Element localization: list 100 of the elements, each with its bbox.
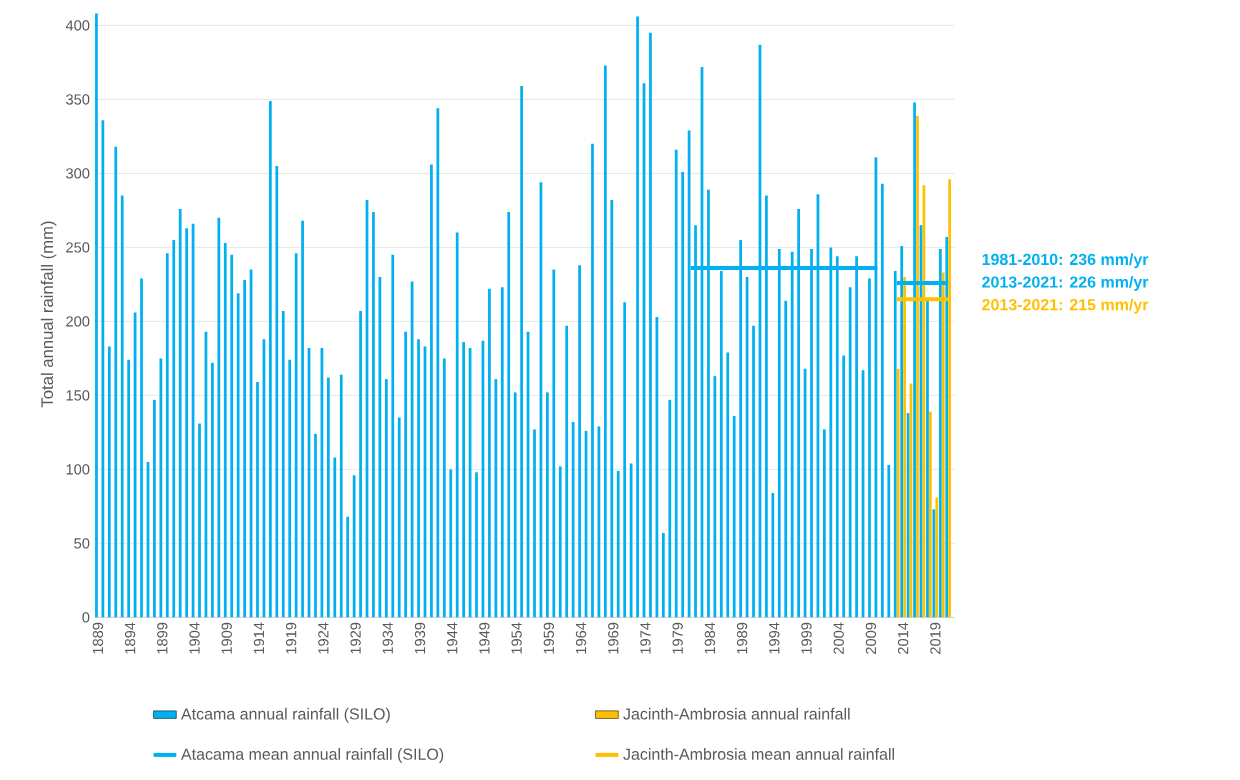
x-tick-label: 1944 [447,622,458,654]
bar [558,466,562,618]
bar [436,108,440,618]
bar [275,166,279,618]
x-tick-label: 1934 [382,622,393,654]
bar [178,208,182,618]
bar [571,422,575,618]
bar [726,352,730,618]
y-tick-label: 200 [66,316,90,327]
bar [668,399,672,618]
bar [868,278,871,618]
bar [880,183,884,618]
bar [488,288,491,618]
bar [928,411,932,618]
bar [430,164,433,618]
x-tick-label: 1929 [350,622,361,654]
bar [462,342,465,618]
bar [823,429,826,618]
bar [153,399,156,618]
bar [513,392,517,618]
x-tick-label: 1979 [672,622,683,654]
x-tick-label: 1904 [189,622,200,654]
legend-label: Atacama mean annual rainfall (SILO) [181,748,444,764]
x-tick-label: 2014 [897,622,909,654]
bar [243,279,246,618]
bar [887,464,891,618]
bar [326,377,330,618]
bar [520,86,523,618]
bar [449,469,453,618]
x-tick-label: 1994 [769,622,780,654]
bar [114,146,118,618]
bar [649,32,652,618]
bar [533,429,536,618]
bar [848,287,852,618]
bar [269,100,272,618]
bar [417,339,420,618]
bar [217,217,221,618]
x-tick-label: 1969 [608,622,619,654]
bar [546,392,549,618]
bar [140,278,143,618]
x-tick-label: 1989 [736,622,748,654]
bar [372,211,375,618]
bar [674,149,678,618]
bar [500,287,504,618]
x-tick-label: 1954 [511,622,522,654]
legend-label: Jacinth-Ambrosia annual rainfall [623,707,850,720]
bar [288,359,292,618]
bar [565,325,569,618]
y-axis-title: Total annual rainfall (mm) [40,221,57,408]
bar [211,362,214,618]
bar [442,358,446,618]
x-tick-label: 2019 [930,622,941,654]
bar [661,532,665,618]
bar [636,16,639,618]
x-tick-label: 1894 [124,622,136,654]
x-tick-label: 1959 [543,622,555,654]
bar [784,300,788,618]
bar [752,325,755,618]
bar [842,355,846,618]
bar [172,240,176,618]
bar [552,269,556,618]
bar [333,457,337,618]
bar [591,143,594,618]
bar [120,195,124,618]
y-tick-label: 250 [66,242,90,253]
y-tick-label: 400 [65,20,90,31]
bar [455,232,459,618]
y-tick-label: 150 [66,390,90,401]
bar [494,379,498,618]
text: 1981-2010: 236 mm/yr [982,253,1149,269]
bar [397,417,401,618]
bar [165,253,169,618]
x-tick-label: 1909 [221,622,232,654]
x-tick-label: 1919 [285,622,297,654]
legend-label: Atcama annual rainfall (SILO) [181,707,390,723]
bar [359,311,362,618]
bar [681,171,685,618]
bar [339,374,343,618]
x-tick-label: 2009 [865,622,877,654]
bar [623,302,627,618]
x-tick-label: 1889 [92,622,104,654]
bar [236,293,240,618]
bar [159,358,163,618]
bar [475,472,478,618]
x-tick-label: 1939 [414,622,426,654]
bar [610,200,614,618]
bar [223,242,227,618]
bar [185,228,188,618]
bar [384,379,388,618]
bar [732,416,736,618]
bar [926,300,929,618]
bar [391,254,395,618]
bar [95,13,98,618]
y-tick-label: 300 [66,168,90,179]
bar [230,254,234,618]
bar [616,470,620,618]
bar [281,311,285,618]
bar [301,220,304,618]
x-tick-label: 1949 [479,622,490,654]
y-tick-label: 0 [82,612,90,623]
